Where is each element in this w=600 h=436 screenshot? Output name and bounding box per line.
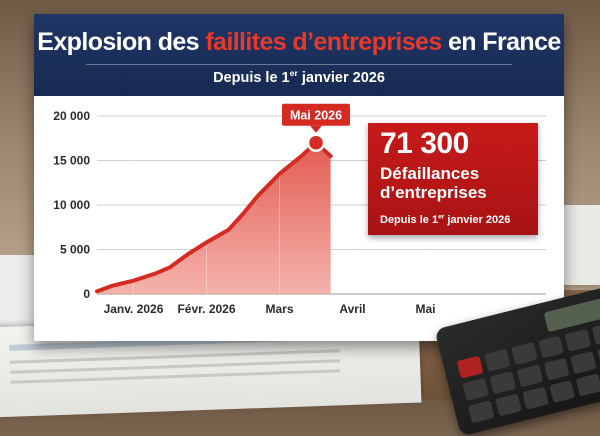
x-tick-label: Mars bbox=[265, 302, 293, 316]
card-header: Explosion des faillites d’entreprises en… bbox=[34, 14, 564, 96]
annotation-tag bbox=[282, 103, 350, 126]
series-area bbox=[97, 142, 331, 294]
x-tick-label: Janv. 2026 bbox=[104, 302, 164, 316]
series-line bbox=[95, 140, 333, 294]
title-highlight: faillites d’entreprises bbox=[205, 28, 442, 56]
title-part2: en France bbox=[441, 28, 561, 56]
x-tick-label: Mai bbox=[415, 302, 435, 316]
header-divider bbox=[86, 64, 512, 65]
annotation-pointer bbox=[310, 125, 322, 133]
chart-title: Explosion des faillites d’entreprises en… bbox=[34, 28, 564, 57]
x-tick-label: Févr. 2026 bbox=[177, 302, 235, 316]
callout-label-line1: Défaillances bbox=[380, 164, 480, 183]
callout-value: 71 300 bbox=[380, 127, 469, 160]
chart-subtitle: Depuis le 1er janvier 2026 bbox=[34, 68, 564, 86]
callout-sub-after: janvier 2026 bbox=[444, 214, 511, 226]
callout-sub-sup: er bbox=[438, 213, 445, 221]
area-chart: 0 5 000 10 000 15 000 20 000 Janv. 2026 Févr. … bbox=[53, 103, 546, 316]
y-tick-label: 5 000 bbox=[60, 243, 90, 257]
callout-subtitle: Depuis le 1er janvier 2026 bbox=[380, 214, 510, 226]
annotation-label: Mai 2026 bbox=[290, 109, 342, 123]
background-document bbox=[560, 205, 600, 285]
x-tick-label: Avril bbox=[339, 302, 365, 316]
chart-card: Explosion des faillites d’entreprises en… bbox=[34, 14, 564, 341]
background-document bbox=[0, 255, 40, 330]
peak-marker bbox=[306, 133, 326, 152]
y-tick-label: 20 000 bbox=[53, 109, 90, 123]
total-callout: 71 300 Défaillances d’entreprises Depuis… bbox=[368, 123, 538, 235]
subtitle-after: janvier 2026 bbox=[297, 70, 385, 86]
y-tick-label: 0 bbox=[83, 287, 90, 301]
callout-sub-before: Depuis le 1 bbox=[380, 214, 439, 226]
subtitle-before: Depuis le 1 bbox=[213, 70, 290, 86]
calculator-keys bbox=[456, 321, 600, 424]
y-tick-label: 15 000 bbox=[53, 154, 90, 168]
callout-label-line2: d’entreprises bbox=[380, 183, 487, 202]
y-tick-label: 10 000 bbox=[53, 198, 90, 212]
subtitle-sup: er bbox=[289, 68, 298, 79]
title-part1: Explosion des bbox=[37, 28, 206, 56]
